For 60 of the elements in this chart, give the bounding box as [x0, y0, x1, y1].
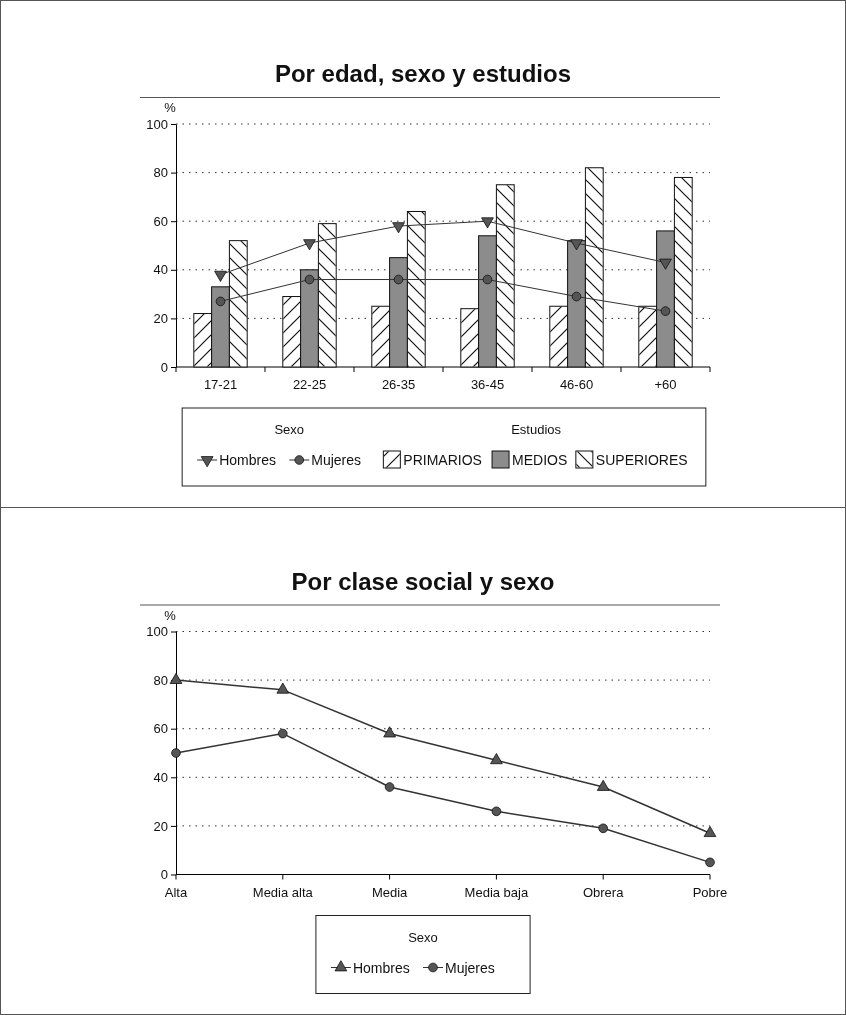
y-tick-label: 0 — [160, 867, 168, 883]
x-tick-label: 17-21 — [203, 377, 238, 392]
y-tick-label: 80 — [153, 672, 168, 688]
point — [393, 274, 404, 285]
point — [383, 726, 396, 738]
legend-label: MEDIOS — [512, 452, 568, 468]
point — [660, 306, 671, 316]
point — [490, 753, 503, 765]
y-tick-label: 100 — [146, 624, 168, 640]
x-tick-label: 26-35 — [381, 377, 416, 392]
y-axis-title: % — [164, 607, 177, 623]
y-tick-label: 60 — [153, 721, 168, 737]
point — [659, 258, 672, 270]
x-tick-label: Pobre — [692, 884, 728, 900]
point — [392, 222, 405, 234]
legend-label: SUPERIORES — [595, 452, 688, 468]
point — [481, 217, 494, 229]
chart-title: Por clase social y sexo — [291, 567, 555, 595]
y-axis-title: % — [164, 100, 177, 115]
point — [171, 748, 181, 758]
x-tick-label: Alta — [164, 884, 188, 900]
point — [491, 806, 502, 817]
x-tick-label: Obrera — [582, 884, 625, 900]
chart-title: Por edad, sexo y estudios — [274, 60, 572, 87]
point — [598, 823, 608, 834]
point — [596, 779, 610, 791]
y-tick-label: 80 — [153, 165, 168, 181]
y-tick-label: 40 — [153, 769, 168, 785]
legend-label: PRIMARIOS — [403, 452, 482, 468]
point — [278, 728, 288, 739]
legend-label: Mujeres — [445, 959, 495, 976]
text: Estudios — [511, 422, 562, 437]
legend-label: Hombres — [352, 959, 410, 976]
point — [482, 274, 493, 285]
point — [303, 239, 316, 251]
x-tick-label: 22-25 — [292, 377, 327, 392]
legend-title: Sexo — [408, 929, 438, 945]
y-tick-label: 20 — [153, 818, 168, 834]
y-tick-label: 60 — [153, 213, 168, 229]
x-tick-label: +60 — [654, 377, 677, 392]
y-tick-label: 0 — [160, 359, 168, 375]
legend-label: Hombres — [219, 452, 276, 468]
x-tick-label: Media — [371, 884, 409, 900]
point — [215, 296, 226, 307]
y-tick-label: 100 — [146, 116, 168, 132]
y-tick-label: 40 — [153, 262, 168, 278]
point — [384, 782, 395, 792]
legend-title: Sexo — [274, 422, 305, 437]
x-tick-label: Media alta — [252, 884, 314, 900]
point — [570, 239, 583, 251]
legend-label: Mujeres — [311, 452, 362, 468]
point — [276, 682, 290, 694]
y-tick-label: 20 — [153, 311, 168, 327]
point — [214, 270, 227, 282]
point — [705, 857, 715, 868]
point — [571, 291, 582, 302]
x-tick-label: 36-45 — [470, 377, 505, 392]
point — [304, 274, 315, 285]
x-tick-label: 46-60 — [559, 377, 594, 392]
x-tick-label: Media baja — [464, 884, 529, 900]
